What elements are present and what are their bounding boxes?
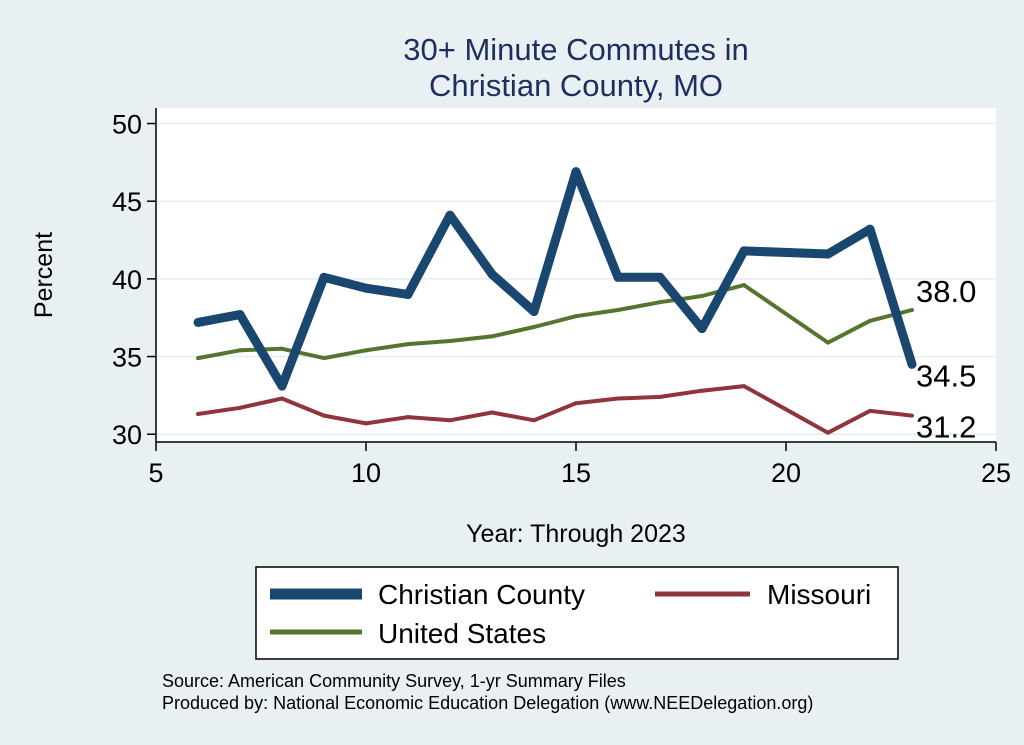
- data-point-christian-county-15: [571, 167, 581, 177]
- data-point-united-states-9: [322, 356, 326, 361]
- data-point-missouri-22: [868, 408, 872, 413]
- data-point-christian-county-19: [739, 246, 749, 256]
- data-point-united-states-22: [868, 318, 872, 323]
- data-point-christian-county-9: [319, 272, 329, 282]
- data-point-united-states-18: [700, 293, 704, 298]
- y-axis-title: Percent: [30, 232, 58, 318]
- data-point-christian-county-10: [361, 283, 371, 293]
- y-tick-label-30: 30: [112, 420, 142, 450]
- chart-title-line-1: 30+ Minute Commutes in: [403, 32, 748, 67]
- plot-area: [156, 108, 996, 442]
- x-axis-title: Year: Through 2023: [466, 520, 686, 548]
- x-tick-label-20: 20: [771, 458, 801, 488]
- data-point-missouri-17: [658, 394, 662, 399]
- y-tick-label-45: 45: [112, 187, 142, 217]
- data-point-missouri-11: [406, 415, 410, 420]
- legend: Christian County Missouri United States: [255, 566, 899, 660]
- end-label-united-states: 38.0: [916, 274, 976, 309]
- data-point-missouri-18: [700, 388, 704, 393]
- legend-box: [255, 566, 899, 660]
- data-point-missouri-14: [532, 418, 536, 423]
- data-point-united-states-6: [196, 356, 200, 361]
- data-point-missouri-8: [280, 396, 284, 401]
- data-point-united-states-23: [910, 307, 914, 312]
- data-point-united-states-13: [490, 334, 494, 339]
- data-point-united-states-15: [574, 314, 578, 319]
- data-point-missouri-16: [616, 396, 620, 401]
- legend-label-christian-county: Christian County: [378, 579, 585, 610]
- data-point-missouri-10: [364, 421, 368, 426]
- data-point-missouri-13: [490, 410, 494, 415]
- data-point-united-states-10: [364, 348, 368, 353]
- data-point-christian-county-6: [193, 317, 203, 327]
- y-tick-label-50: 50: [112, 110, 142, 140]
- source-note: Source: American Community Survey, 1-yr …: [162, 671, 626, 691]
- x-tick-label-10: 10: [351, 458, 381, 488]
- data-point-christian-county-18: [697, 324, 707, 334]
- producer-note: Produced by: National Economic Education…: [162, 693, 813, 713]
- data-point-united-states-7: [238, 348, 242, 353]
- chart-title-line-2: Christian County, MO: [429, 68, 723, 103]
- data-point-united-states-16: [616, 307, 620, 312]
- data-point-united-states-8: [280, 346, 284, 351]
- data-point-united-states-11: [406, 342, 410, 347]
- end-label-missouri: 31.2: [916, 410, 976, 445]
- x-tick-label-25: 25: [981, 458, 1011, 488]
- data-point-missouri-23: [910, 413, 914, 418]
- data-point-christian-county-8: [277, 381, 287, 391]
- data-point-christian-county-16: [613, 272, 623, 282]
- data-point-christian-county-17: [655, 272, 665, 282]
- data-point-missouri-9: [322, 413, 326, 418]
- axes: 30 35 40 45 50 5 10 15 20 25: [112, 108, 1011, 488]
- end-label-christian-county: 34.5: [916, 358, 976, 393]
- data-point-missouri-12: [448, 418, 452, 423]
- legend-label-united-states: United States: [378, 618, 546, 649]
- data-point-united-states-14: [532, 325, 536, 330]
- data-point-christian-county-12: [445, 210, 455, 220]
- data-point-united-states-12: [448, 339, 452, 344]
- data-point-united-states-17: [658, 300, 662, 305]
- x-tick-label-5: 5: [148, 458, 163, 488]
- data-point-missouri-15: [574, 401, 578, 406]
- series: [193, 167, 917, 435]
- data-point-christian-county-11: [403, 289, 413, 299]
- data-point-christian-county-7: [235, 310, 245, 320]
- data-point-christian-county-21: [823, 249, 833, 259]
- legend-label-missouri: Missouri: [767, 579, 871, 610]
- data-point-missouri-19: [742, 384, 746, 389]
- data-point-christian-county-23: [907, 359, 917, 369]
- data-point-missouri-21: [826, 430, 830, 435]
- y-tick-label-40: 40: [112, 265, 142, 295]
- data-point-christian-county-14: [529, 307, 539, 317]
- y-tick-label-35: 35: [112, 343, 142, 373]
- data-point-christian-county-13: [487, 269, 497, 279]
- end-labels: 31.2 38.0 34.5: [916, 274, 976, 445]
- data-point-united-states-21: [826, 340, 830, 345]
- x-tick-label-15: 15: [561, 458, 591, 488]
- data-point-missouri-6: [196, 412, 200, 417]
- data-point-christian-county-22: [865, 224, 875, 234]
- data-point-united-states-19: [742, 283, 746, 288]
- data-point-missouri-7: [238, 405, 242, 410]
